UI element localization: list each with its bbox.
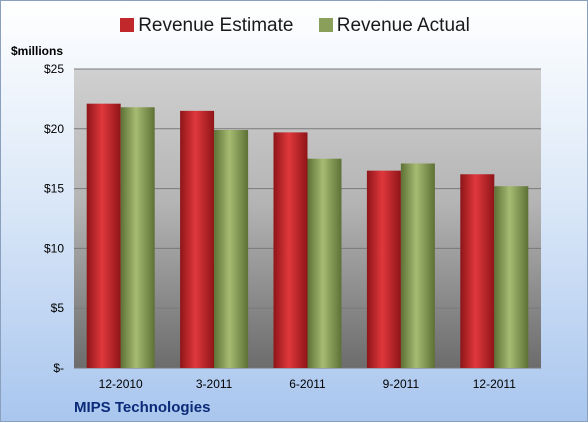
y-tick-label: $5 xyxy=(51,301,65,315)
legend-swatch-actual xyxy=(318,18,333,32)
y-axis-unit-label: $millions xyxy=(11,44,64,58)
bar-revenue-estimate xyxy=(366,170,401,368)
bar-revenue-estimate xyxy=(273,132,308,368)
y-tick-label: $25 xyxy=(44,62,64,76)
legend-item-actual: Revenue Actual xyxy=(318,15,470,37)
legend-label-actual: Revenue Actual xyxy=(336,15,470,36)
legend-label-estimate: Revenue Estimate xyxy=(138,15,294,36)
bar-revenue-actual xyxy=(494,186,529,368)
bar-revenue-estimate xyxy=(460,174,495,368)
company-name: MIPS Technologies xyxy=(74,399,211,416)
y-tick-label: $10 xyxy=(44,241,64,255)
bar-revenue-actual xyxy=(214,129,249,368)
x-tick-label: 6-2011 xyxy=(289,377,326,391)
x-tick-label: 9-2011 xyxy=(383,377,420,391)
bar-revenue-actual xyxy=(307,158,342,368)
legend-swatch-estimate xyxy=(120,18,135,32)
y-tick-label: $15 xyxy=(44,182,64,196)
bar-revenue-actual xyxy=(120,107,155,368)
y-tick-label: $20 xyxy=(44,122,64,136)
y-tick-label: $- xyxy=(53,361,64,375)
y-tick-labels: $- $5 $10 $15 $20 $25 xyxy=(44,62,64,375)
x-tick-label: 12-2010 xyxy=(99,377,143,391)
legend-item-estimate: Revenue Estimate xyxy=(120,15,293,37)
bars-group xyxy=(86,103,529,369)
x-tick-labels: 12-2010 3-2011 6-2011 9-2011 12-2011 xyxy=(99,377,517,391)
x-tick-label: 12-2011 xyxy=(473,377,516,391)
bar-revenue-actual xyxy=(400,163,435,368)
bar-revenue-estimate xyxy=(180,110,215,369)
bar-revenue-estimate xyxy=(86,103,121,369)
x-tick-label: 3-2011 xyxy=(196,377,233,391)
chart-legend: Revenue Estimate Revenue Actual xyxy=(1,15,588,37)
